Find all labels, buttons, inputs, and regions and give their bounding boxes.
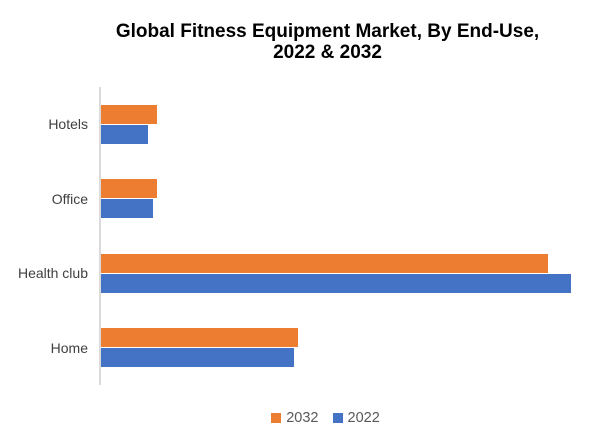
category-row-hotels: Hotels xyxy=(0,87,605,162)
category-label-office: Office xyxy=(51,190,88,207)
category-label-hotels: Hotels xyxy=(48,116,88,133)
bar-2022-health-club xyxy=(101,273,571,293)
category-label-home: Home xyxy=(50,339,88,356)
plot-area: Hotels Office Health club Home xyxy=(0,87,605,385)
category-row-health-club: Health club xyxy=(0,236,605,311)
legend-swatch-2032-icon xyxy=(271,413,282,423)
bar-group-health-club xyxy=(101,253,571,293)
chart-title-line-1: Global Fitness Equipment Market, By End-… xyxy=(115,21,540,42)
legend-swatch-2022-icon xyxy=(332,413,343,423)
legend-item-2022: 2022 xyxy=(332,410,380,426)
bar-2032-hotels xyxy=(101,104,158,124)
legend: 2032 2022 xyxy=(23,408,605,428)
bar-2032-home xyxy=(101,328,299,348)
category-axis-line xyxy=(99,87,101,385)
legend-label-2022: 2022 xyxy=(347,410,380,426)
bar-group-hotels xyxy=(101,104,158,144)
category-row-home: Home xyxy=(0,311,605,386)
bar-2032-office xyxy=(101,179,158,199)
bar-group-home xyxy=(101,328,299,368)
legend-item-2032: 2032 xyxy=(271,410,319,426)
bar-2022-home xyxy=(101,348,294,368)
bar-2022-office xyxy=(101,199,153,219)
bar-group-office xyxy=(101,179,158,219)
category-label-health-club: Health club xyxy=(17,265,88,282)
bar-2022-hotels xyxy=(101,124,148,144)
legend-label-2032: 2032 xyxy=(286,410,319,426)
category-row-office: Office xyxy=(0,162,605,237)
chart-title-line-2: 2022 & 2032 xyxy=(273,42,382,63)
chart-title: Global Fitness Equipment Market, By End-… xyxy=(25,21,605,63)
bar-2032-health-club xyxy=(101,253,548,273)
